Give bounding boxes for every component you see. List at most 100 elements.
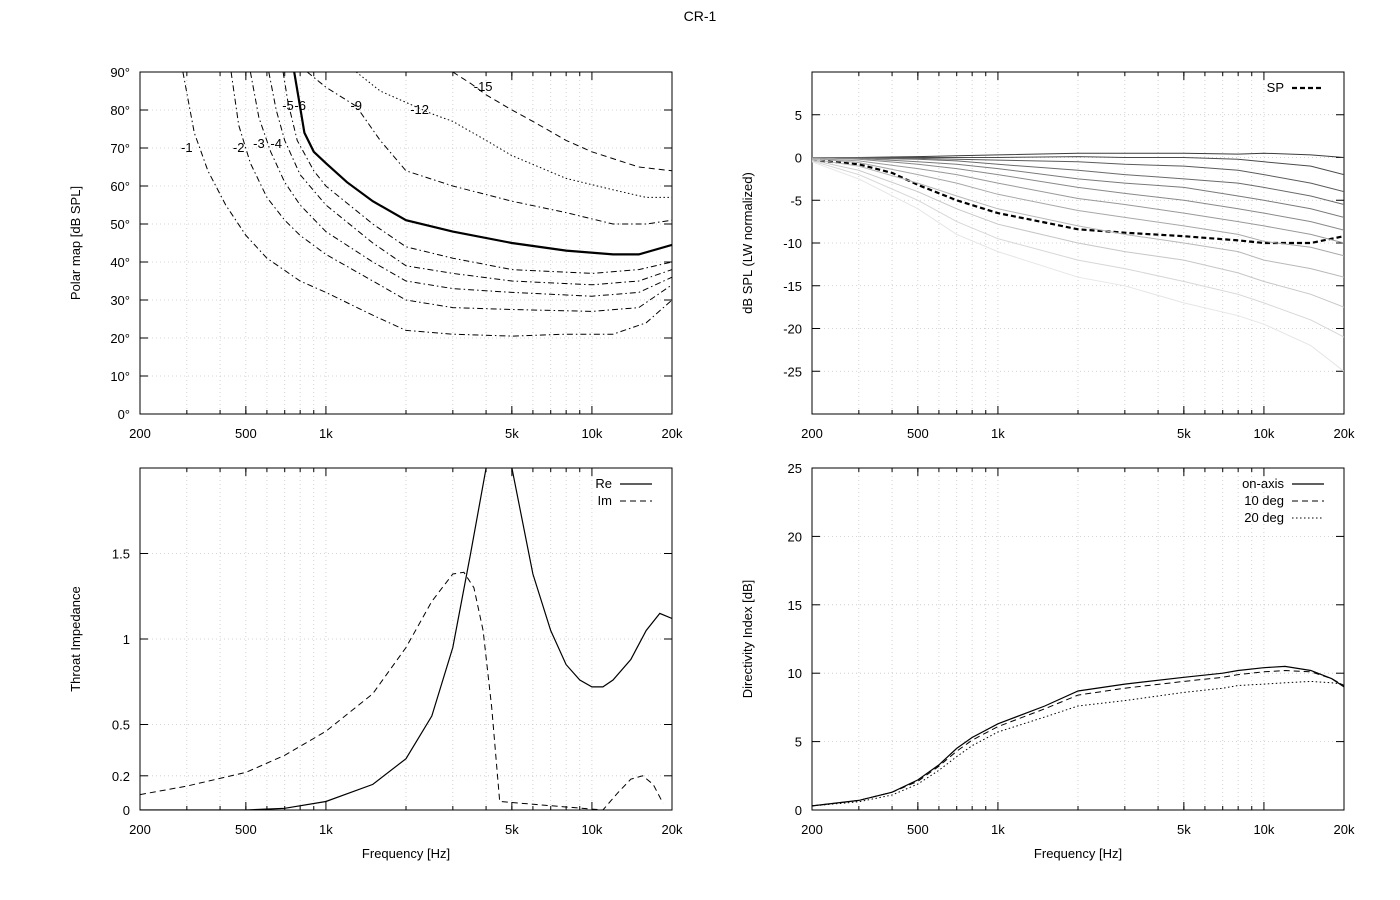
- contour-label: -1: [181, 140, 193, 155]
- x-tick-label: 20k: [1334, 426, 1355, 441]
- contour-label: -12: [410, 102, 429, 117]
- contour-label: -2: [233, 140, 245, 155]
- x-axis-label: Frequency [Hz]: [1034, 846, 1122, 861]
- y-axis-label: dB SPL (LW normalized): [740, 172, 755, 314]
- y-axis-label: Polar map [dB SPL]: [68, 186, 83, 300]
- x-tick-label: 1k: [319, 822, 333, 837]
- series-group: [140, 468, 672, 810]
- y-tick-label: -20: [783, 322, 802, 337]
- legend-label: Re: [595, 476, 612, 491]
- series-line-curve-10: [812, 159, 1344, 308]
- y-tick-label: 25: [788, 461, 802, 476]
- x-tick-label: 5k: [1177, 426, 1191, 441]
- x-tick-label: 20k: [662, 426, 683, 441]
- contour-label: -6: [294, 98, 306, 113]
- series-line-contour-m2: [230, 72, 672, 312]
- y-tick-label: 70°: [110, 141, 130, 156]
- legend-label: SP: [1267, 80, 1284, 95]
- y-tick-label: 0: [123, 803, 130, 818]
- y-tick-label: 50°: [110, 217, 130, 232]
- y-tick-label: 90°: [110, 65, 130, 80]
- y-tick-label: 0.2: [112, 769, 130, 784]
- y-tick-label: 0: [795, 803, 802, 818]
- series-line-im: [140, 571, 664, 810]
- contour-label: -4: [270, 136, 282, 151]
- series-line-contour-m6: [293, 72, 672, 256]
- y-axis-label: Directivity Index [dB]: [740, 580, 755, 699]
- series-line-curve-4: [812, 157, 1344, 205]
- series-line-on-axis: [812, 665, 1344, 807]
- contour-label: -9: [350, 98, 362, 113]
- series-group: [812, 152, 1344, 372]
- series-line-sp: [812, 159, 1344, 245]
- series-line-contour-m9: [306, 72, 672, 225]
- x-axis-label: Frequency [Hz]: [362, 846, 450, 861]
- y-tick-label: 30°: [110, 293, 130, 308]
- series-line-10-deg: [812, 669, 1344, 807]
- series-line-curve-8: [812, 157, 1344, 257]
- y-tick-label: 0°: [118, 407, 130, 422]
- y-tick-label: -5: [790, 193, 802, 208]
- x-tick-label: 500: [907, 822, 929, 837]
- x-tick-label: 200: [801, 426, 823, 441]
- y-tick-label: 60°: [110, 179, 130, 194]
- series-line-curve-1: [812, 152, 1344, 158]
- series-line-contour-m3: [249, 72, 672, 297]
- series-line-curve-3: [812, 157, 1344, 193]
- x-tick-label: 10k: [1253, 822, 1274, 837]
- series-line-curve-2: [812, 156, 1344, 176]
- page-title: CR-1: [683, 8, 717, 24]
- x-tick-label: 10k: [1253, 426, 1274, 441]
- series-line-20-deg: [812, 680, 1344, 807]
- panel-spl: 200 500 1k 5k 10k 20k 5 0 -5 -10 -15 -20 -25 dB SPL (…: [740, 71, 1355, 441]
- series-line-curve-7: [812, 157, 1344, 244]
- x-tick-label: 1k: [319, 426, 333, 441]
- contour-label: -3: [253, 136, 265, 151]
- series-line-curve-6: [812, 157, 1344, 231]
- series-line-curve-5: [812, 157, 1344, 218]
- y-tick-label: 10°: [110, 369, 130, 384]
- y-tick-label: -10: [783, 236, 802, 251]
- panel-polar: 200 500 1k 5k 10k 20k 0° 10° 20° 30° 40° 50° 60° 70° 8…: [68, 65, 683, 441]
- y-tick-label: 5: [795, 735, 802, 750]
- legend: on-axis 10 deg 20 deg: [1242, 476, 1324, 525]
- panel-directivity: 200 500 1k 5k 10k 20k 0 5 10 15 20 25 Directivity In…: [740, 461, 1355, 861]
- series-line-curve-12: [812, 161, 1344, 372]
- x-tick-label: 10k: [581, 822, 602, 837]
- legend: Re Im: [595, 476, 652, 508]
- x-tick-label: 20k: [1334, 822, 1355, 837]
- x-tick-label: 1k: [991, 822, 1005, 837]
- y-tick-label: 10: [788, 666, 802, 681]
- y-tick-label: 0: [795, 151, 802, 166]
- x-tick-label: 500: [907, 426, 929, 441]
- x-tick-label: 200: [129, 426, 151, 441]
- y-tick-label: 15: [788, 598, 802, 613]
- legend-label: 20 deg: [1244, 510, 1284, 525]
- legend: SP: [1267, 80, 1324, 95]
- x-tick-label: 5k: [505, 822, 519, 837]
- x-tick-label: 10k: [581, 426, 602, 441]
- x-tick-label: 5k: [1177, 822, 1191, 837]
- y-tick-label: 20: [788, 529, 802, 544]
- series-line-re: [140, 468, 672, 810]
- series-line-contour-m5: [282, 72, 672, 274]
- x-tick-label: 500: [235, 426, 257, 441]
- y-tick-label: 1.5: [112, 547, 130, 562]
- plot-frame: [139, 71, 673, 415]
- series-line-curve-11: [812, 160, 1344, 338]
- y-tick-label: 40°: [110, 255, 130, 270]
- x-tick-label: 200: [129, 822, 151, 837]
- x-tick-label: 1k: [991, 426, 1005, 441]
- series-group: [182, 72, 672, 337]
- legend-label: Im: [598, 493, 612, 508]
- y-axis-label: Throat Impedance: [68, 586, 83, 692]
- y-tick-label: -25: [783, 364, 802, 379]
- legend-label: 10 deg: [1244, 493, 1284, 508]
- y-tick-label: -15: [783, 279, 802, 294]
- y-tick-label: 20°: [110, 331, 130, 346]
- series-line-curve-9: [812, 158, 1344, 278]
- contour-label: -5: [282, 98, 294, 113]
- series-line-contour-m4: [268, 72, 672, 286]
- series-group: [812, 665, 1344, 807]
